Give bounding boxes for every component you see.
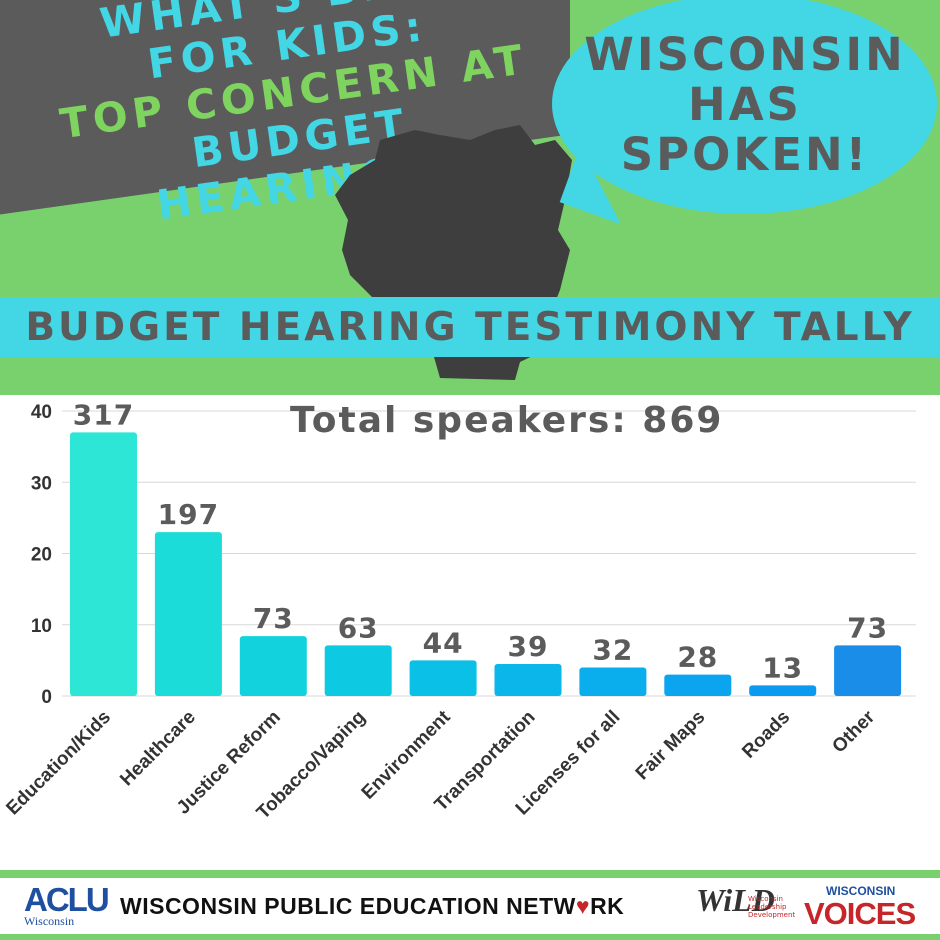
wpen-text-pre: WISCONSIN PUBLIC EDUCATION NETW — [120, 893, 576, 919]
data-label: 73 — [847, 611, 888, 644]
wisconsin-voices-logo: VOICES — [804, 896, 916, 931]
bubble-line-3: SPOKEN! — [620, 128, 870, 181]
data-label: 39 — [508, 630, 549, 663]
bar — [664, 674, 732, 696]
wpen-logo: WISCONSIN PUBLIC EDUCATION NETW♥RK — [120, 893, 624, 920]
y-tick-label: 30 — [31, 473, 52, 494]
tally-title: BUDGET HEARING TESTIMONY TALLY — [25, 305, 915, 350]
bar — [834, 645, 902, 696]
bubble-line-2: HAS — [688, 78, 802, 131]
bar — [409, 660, 477, 696]
x-tick-label: Roads — [738, 707, 794, 763]
bar — [154, 532, 222, 696]
y-tick-label: 20 — [31, 545, 52, 566]
x-tick-label: Healthcare — [116, 707, 200, 791]
x-tick-label: Environment — [358, 706, 455, 803]
speech-bubble — [552, 0, 937, 214]
data-label: 317 — [73, 398, 134, 431]
aclu-logo-sub: Wisconsin — [24, 914, 75, 928]
bar — [579, 667, 647, 696]
data-label: 73 — [253, 602, 294, 635]
data-label: 13 — [762, 651, 803, 684]
footer-divider-bottom — [0, 934, 940, 940]
x-tick-label: Fair Maps — [632, 707, 710, 785]
data-label: 44 — [423, 626, 464, 659]
hero-banner: WHAT'S BEST FOR KIDS: TOP CONCERN AT BUD… — [0, 0, 940, 395]
y-tick-label: 10 — [31, 616, 52, 637]
bar — [239, 636, 307, 696]
bar — [70, 432, 137, 696]
aclu-logo: ACLU — [24, 881, 110, 918]
wpen-text-post: RK — [590, 893, 625, 919]
data-label: 63 — [338, 611, 379, 644]
tally-band — [0, 297, 940, 357]
x-tick-label: Other — [828, 706, 879, 757]
data-label: 32 — [592, 634, 633, 667]
bar — [324, 645, 392, 696]
x-tick-label: Education/Kids — [2, 707, 115, 820]
bar — [749, 685, 817, 696]
data-label: 28 — [677, 641, 718, 674]
wild-logo-sub: Wisconsin Leadership Development — [748, 895, 796, 919]
footer-divider-top — [0, 870, 940, 878]
bubble-text: WISCONSIN HAS SPOKEN! — [570, 30, 920, 180]
bar-chart: 0 10 20 30 40 317 Education/Kids 197 Healthcare 7… — [2, 398, 916, 824]
wisconsin-voices-logo-top: WISCONSIN — [826, 884, 896, 898]
bar — [494, 663, 562, 696]
chart-title: Total speakers: 869 — [290, 400, 724, 441]
wild-logo: WiLD — [696, 882, 775, 918]
data-label: 197 — [158, 498, 219, 531]
y-tick-label: 0 — [41, 687, 52, 708]
heart-icon: ♥ — [575, 893, 591, 919]
bubble-line-1: WISCONSIN — [584, 28, 906, 81]
y-tick-label: 40 — [31, 402, 52, 423]
